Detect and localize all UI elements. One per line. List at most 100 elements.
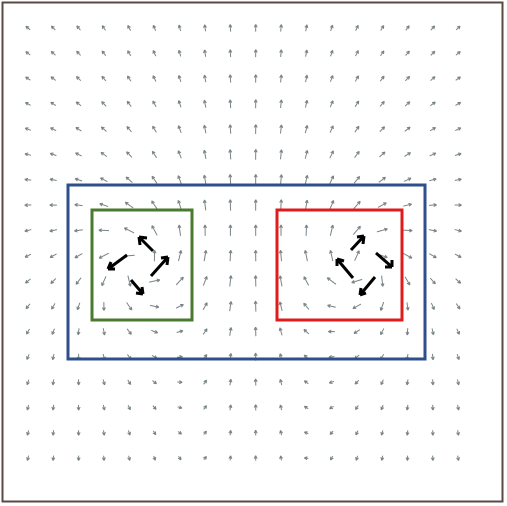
field-arrow: [379, 151, 386, 158]
field-arrow: [253, 49, 258, 58]
field-arrow: [354, 405, 359, 411]
field-arrow: [49, 253, 57, 258]
field-arrow: [228, 49, 233, 58]
field-arrow: [75, 101, 82, 107]
field-arrow: [101, 430, 106, 436]
field-arrow: [127, 275, 132, 287]
field-arrow: [102, 328, 106, 336]
field-arrow: [430, 404, 435, 411]
field-arrow: [329, 75, 334, 82]
field-arrow: [152, 100, 157, 108]
field-arrow: [203, 49, 207, 57]
field-arrow: [175, 276, 184, 286]
field-arrow: [25, 278, 31, 284]
field-arrow: [405, 455, 410, 461]
field-arrow: [49, 152, 57, 157]
field-arrow: [405, 25, 410, 31]
field-arrow: [429, 177, 437, 182]
field-arrow: [127, 50, 132, 57]
field-arrow: [203, 249, 208, 262]
field-arrow: [455, 50, 461, 56]
field-arrow: [380, 430, 385, 436]
field-arrow: [152, 249, 157, 262]
field-arrow: [49, 177, 57, 182]
field-arrow: [100, 126, 107, 132]
field-arrow: [177, 49, 182, 57]
field-arrow: [177, 100, 182, 108]
field-arrow: [101, 25, 106, 31]
field-arrow: [303, 328, 310, 335]
field-arrow: [405, 379, 410, 386]
field-arrow: [202, 124, 207, 134]
field-arrow: [404, 152, 411, 157]
arrow: [149, 255, 170, 278]
field-arrow: [353, 175, 361, 184]
field-arrow: [101, 404, 106, 411]
field-arrow: [380, 25, 385, 31]
field-arrow: [50, 278, 57, 285]
field-arrow: [151, 200, 158, 210]
field-arrow: [304, 99, 309, 108]
field-arrow: [253, 224, 258, 236]
field-arrow: [279, 149, 284, 160]
field-arrow: [177, 74, 182, 83]
blue-box: [66, 183, 427, 361]
field-arrow: [203, 405, 208, 410]
field-arrow: [101, 302, 106, 311]
field-arrow: [279, 24, 284, 32]
field-arrow: [304, 224, 309, 236]
field-arrow: [253, 74, 258, 83]
field-arrow: [402, 228, 413, 233]
field-arrow: [253, 300, 258, 312]
field-arrow: [329, 200, 335, 210]
field-arrow: [203, 379, 208, 385]
field-arrow: [126, 328, 132, 335]
field-arrow: [253, 174, 258, 186]
field-arrow: [76, 430, 81, 436]
field-arrow: [303, 456, 309, 461]
field-arrow: [430, 455, 435, 461]
field-arrow: [152, 430, 157, 436]
field-arrow: [379, 100, 385, 107]
field-arrow: [329, 175, 335, 185]
field-arrow: [355, 430, 359, 436]
field-arrow: [279, 124, 284, 134]
field-arrow: [202, 199, 207, 211]
field-arrow: [353, 329, 361, 335]
green-box: [90, 208, 194, 322]
field-arrow: [152, 455, 157, 461]
field-arrow: [228, 199, 233, 211]
field-arrow: [455, 76, 461, 81]
field-arrow: [378, 176, 386, 183]
field-arrow: [303, 302, 310, 310]
field-arrow: [26, 354, 30, 360]
field-arrow: [76, 328, 81, 336]
field-arrow: [354, 75, 359, 82]
field-arrow: [228, 301, 233, 312]
field-arrow: [253, 429, 258, 436]
field-arrow: [329, 150, 334, 159]
field-arrow: [304, 24, 309, 32]
field-arrow: [405, 50, 410, 56]
field-arrow: [26, 455, 30, 461]
field-arrow: [101, 101, 107, 107]
field-arrow: [279, 224, 283, 236]
field-arrow: [253, 404, 258, 411]
field-arrow: [328, 380, 335, 384]
field-arrow: [304, 149, 309, 159]
field-arrow: [380, 455, 385, 461]
field-arrow: [304, 174, 309, 185]
field-arrow: [74, 253, 83, 259]
field-arrow: [430, 25, 436, 31]
field-arrow: [98, 228, 110, 233]
field-arrow: [403, 202, 412, 207]
field-arrow: [99, 202, 109, 208]
field-arrow: [125, 176, 133, 184]
field-arrow: [25, 328, 30, 335]
field-arrow: [279, 379, 283, 386]
arrow: [358, 276, 377, 297]
field-arrow: [326, 277, 337, 285]
field-arrow: [330, 455, 334, 461]
field-arrow: [178, 250, 183, 262]
field-arrow: [177, 199, 182, 211]
